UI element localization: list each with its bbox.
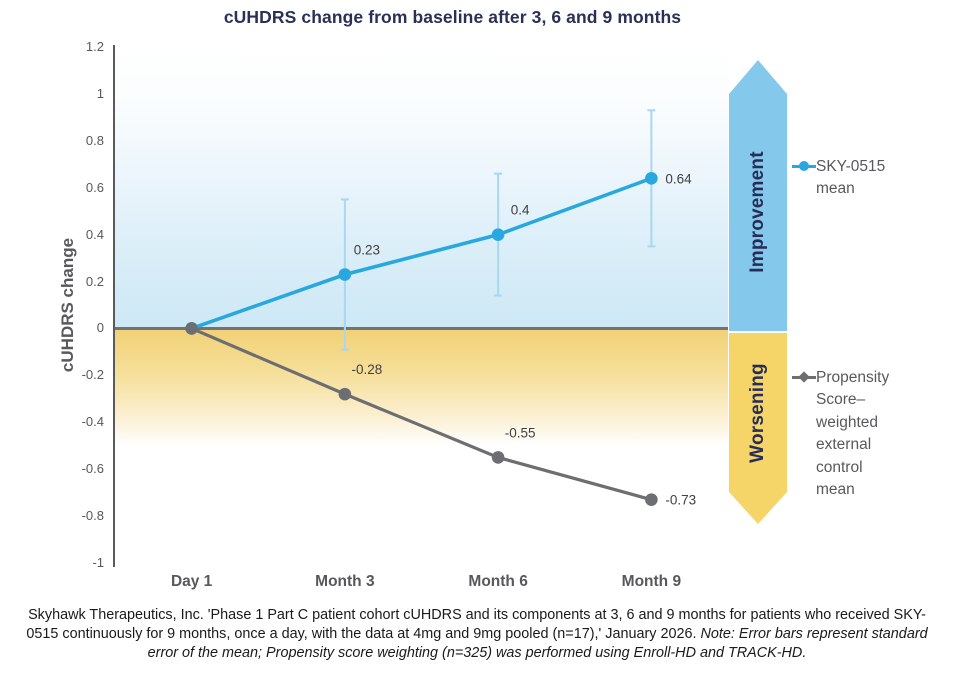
zero-baseline	[115, 327, 728, 330]
data-point-label: -0.28	[351, 362, 382, 377]
y-tick-label: 0	[96, 320, 104, 336]
x-axis-label: Month 3	[315, 573, 375, 590]
y-tick-label: 1.2	[85, 39, 104, 54]
plot-area: 0.23 0.4 0.64 -0.28 -0.55 -0.73	[115, 47, 728, 563]
y-tick-label: -0.6	[81, 461, 104, 477]
y-axis-title: cUHDRS change	[53, 47, 83, 563]
y-tick-label: -0.8	[81, 508, 104, 524]
y-tick-label: 0.2	[85, 273, 104, 289]
y-tick-label: 0.8	[85, 132, 104, 148]
worsening-label: Worsening	[747, 363, 768, 463]
y-tick-label: -0.4	[81, 414, 104, 430]
y-tick-label: -1	[92, 555, 104, 570]
source-caption: Skyhawk Therapeutics, Inc. 'Phase 1 Part…	[22, 606, 932, 663]
caption-text: Skyhawk Therapeutics, Inc. 'Phase 1 Part…	[26, 607, 926, 643]
data-point-label: 0.23	[354, 243, 380, 258]
y-axis-title-text: cUHDRS change	[58, 237, 78, 373]
data-point-label: 0.64	[665, 171, 692, 186]
data-point-label: 0.4	[511, 203, 530, 218]
worsening-down-arrow-icon	[729, 333, 787, 524]
legend-sky-label: SKY-0515 mean	[816, 158, 886, 198]
sky-series-marker-icon	[792, 160, 816, 172]
caption-note-text: Note: Error bars represent standard erro…	[147, 626, 928, 662]
data-series-layer: 0.23 0.4 0.64 -0.28 -0.55 -0.73	[185, 109, 696, 508]
data-point-label: -0.73	[665, 493, 696, 508]
worsening-shaded-region	[115, 329, 728, 563]
x-axis-label: Day 1	[170, 573, 213, 590]
y-axis-line	[113, 45, 115, 567]
improvement-up-arrow-icon	[729, 60, 787, 331]
chart-title: cUHDRS change from baseline after 3, 6 a…	[223, 7, 682, 27]
data-point-label: -0.55	[505, 425, 536, 440]
improvement-label: Improvement	[747, 151, 769, 273]
control-series-marker-icon	[792, 371, 816, 383]
y-tick-label: -0.2	[81, 367, 104, 383]
y-tick-label: 1	[96, 85, 104, 101]
legend-control-label: Propensity Score– weighted external cont…	[816, 369, 890, 499]
x-axis-label: Month 6	[468, 573, 528, 590]
legend-control: Propensity Score– weighted external cont…	[792, 367, 889, 502]
x-axis-label: Month 9	[621, 573, 682, 590]
y-tick-label: 0.4	[85, 226, 104, 242]
y-tick-label: 0.6	[85, 179, 104, 195]
legend-sky-0515: SKY-0515 mean	[792, 156, 885, 201]
